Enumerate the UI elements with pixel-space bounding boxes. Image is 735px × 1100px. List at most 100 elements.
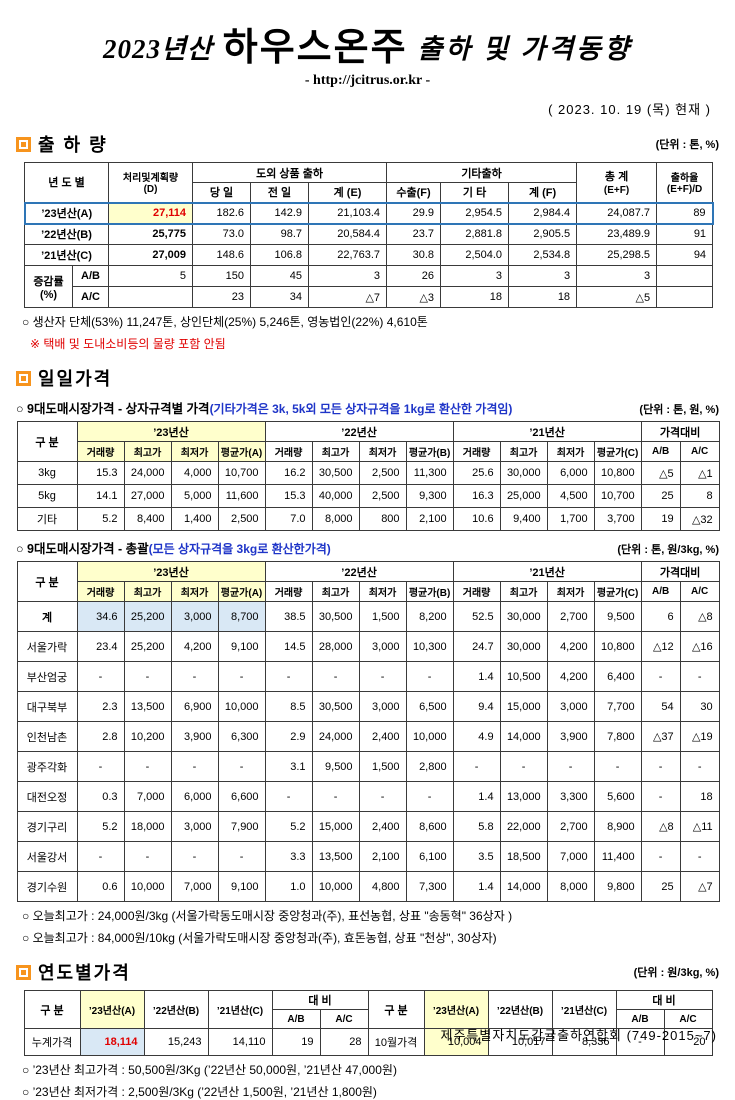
table-cell: 10.6 bbox=[452, 507, 501, 531]
table-cell: 9.4 bbox=[452, 691, 501, 722]
col-header-avg-c: 평균가(C) bbox=[593, 581, 642, 602]
table-cell: 30,500 bbox=[311, 691, 360, 722]
table-cell: △32 bbox=[679, 507, 720, 531]
section-yearly-price-header: 연도별가격 (단위 : 원/3kg, %) bbox=[16, 959, 719, 985]
table-cell: 9,400 bbox=[499, 507, 548, 531]
table-cell: 25,775 bbox=[108, 223, 194, 245]
col-header-gubun: 구 분 bbox=[16, 421, 78, 462]
header-row: 거래량 최고가 최저가 평균가(A) 거래량 최고가 최저가 평균가(B) 거래… bbox=[17, 581, 720, 602]
col-header-low: 최저가 bbox=[546, 581, 595, 602]
table-cell: 24,000 bbox=[311, 721, 360, 752]
col-group-outbound: 도외 상품 출하 bbox=[192, 162, 388, 183]
table-cell: 3.5 bbox=[452, 841, 501, 872]
row-sublabel: A/B bbox=[71, 265, 110, 287]
table-cell: 6 bbox=[640, 601, 681, 632]
table-cell: 3,000 bbox=[358, 691, 407, 722]
exclusion-note: ※ 택배 및 도내소비등의 물량 포함 안됨 bbox=[30, 337, 226, 351]
table-cell: 7,700 bbox=[593, 691, 642, 722]
col-group-2022: ’22년산 bbox=[264, 421, 454, 442]
col-header-avg-a: 평균가(A) bbox=[217, 441, 266, 462]
col-header-qty: 거래량 bbox=[76, 441, 125, 462]
col-header-low: 최저가 bbox=[358, 441, 407, 462]
row-label: ’22년산(B) bbox=[23, 223, 110, 245]
table-cell: 8,600 bbox=[405, 811, 454, 842]
table-cell: 23.4 bbox=[76, 631, 125, 662]
table-cell: 3,700 bbox=[593, 507, 642, 531]
row-label-text: (%) bbox=[39, 288, 58, 301]
table-cell: 8,000 bbox=[546, 871, 595, 902]
table-cell: △5 bbox=[576, 286, 658, 308]
table-cell: - bbox=[264, 661, 313, 692]
col-header-gubun: 구 분 bbox=[367, 990, 425, 1029]
table-cell: △1 bbox=[679, 461, 720, 485]
col-header-high: 최고가 bbox=[499, 441, 548, 462]
table-cell: 14.1 bbox=[76, 484, 125, 508]
season-high-note: ○ ’23년산 최고가격 : 50,500원/3Kg (’22년산 50,000… bbox=[22, 1063, 397, 1077]
section-shipment-header: 출 하 량 (단위 : 톤, %) bbox=[16, 131, 719, 157]
table-cell: △19 bbox=[679, 721, 720, 752]
table-cell: - bbox=[170, 661, 219, 692]
table-cell: 3 bbox=[308, 265, 388, 287]
col-group-ratio: 가격대비 bbox=[640, 561, 720, 582]
col-group-2022: ’22년산 bbox=[264, 561, 454, 582]
table-cell: △16 bbox=[679, 631, 720, 662]
table-cell: 1.4 bbox=[452, 871, 501, 902]
table-cell: 10,200 bbox=[123, 721, 172, 752]
table-cell: 7.0 bbox=[264, 507, 313, 531]
table-cell: - bbox=[217, 751, 266, 782]
table-cell: 13,500 bbox=[123, 691, 172, 722]
col-header-sum-e: 계 (E) bbox=[308, 182, 388, 203]
col-header-low: 최저가 bbox=[170, 581, 219, 602]
table-row: 부산엄궁 - - - - - - - -1.4 10,500 4,200 6,400- - bbox=[16, 661, 720, 692]
table-cell: 2,400 bbox=[358, 721, 407, 752]
header-row: 구 분 ’23년산 ’22년산 ’21년산 가격대비 bbox=[16, 421, 720, 462]
table-cell: 4,000 bbox=[170, 461, 219, 485]
table-cell: 5,000 bbox=[170, 484, 219, 508]
table-cell: 9,800 bbox=[593, 871, 642, 902]
table-row-yearly: 누계가격 18,114 15,243 14,110 19 28 10월가격 10… bbox=[23, 1028, 713, 1056]
table-cell: 14,000 bbox=[499, 721, 548, 752]
col-header-avg-b: 평균가(B) bbox=[405, 581, 454, 602]
table-cell: 25.6 bbox=[452, 461, 501, 485]
table-cell: - bbox=[123, 841, 172, 872]
table-cell: - bbox=[640, 841, 681, 872]
table-cell: 24.7 bbox=[452, 631, 501, 662]
table-cell: 2,500 bbox=[358, 484, 407, 508]
table-cell: 4,200 bbox=[546, 631, 595, 662]
table-row: 3kg 15.3 24,000 4,000 10,700 16.2 30,500 2,500 1… bbox=[16, 461, 720, 485]
yearly-price-table: 구 분 ’23년산(A) ’22년산(B) ’21년산(C) 대 비 구 분 ’… bbox=[23, 990, 713, 1056]
season-low-note: ○ ’23년산 최저가격 : 2,500원/3Kg (’22년산 1,500원,… bbox=[22, 1085, 377, 1099]
table-cell: 25 bbox=[640, 484, 681, 508]
table-cell: 7,800 bbox=[593, 721, 642, 752]
table-cell: 2.3 bbox=[76, 691, 125, 722]
subsection-overall: ○ 9대도매시장가격 - 총괄 (모든 상자규격을 3kg로 환산한가격) (단… bbox=[16, 538, 719, 557]
table-cell: 27,000 bbox=[123, 484, 172, 508]
table-cell: 3,900 bbox=[170, 721, 219, 752]
title-suffix: 출하 및 가격동향 bbox=[417, 34, 632, 64]
table-cell: 0.6 bbox=[76, 871, 125, 902]
col-header-text: 총 계 bbox=[604, 171, 629, 184]
table-cell: 5.8 bbox=[452, 811, 501, 842]
unit-label: (단위 : 톤, 원/3kg, %) bbox=[617, 544, 719, 556]
row-label: 경기구리 bbox=[16, 811, 78, 842]
table-cell: 52.5 bbox=[452, 601, 501, 632]
as-of-date: ( 2023. 10. 19 (목) 현재 ) bbox=[548, 102, 711, 117]
table-cell: - bbox=[546, 751, 595, 782]
table-cell: 24,000 bbox=[123, 461, 172, 485]
table-cell: 3,300 bbox=[546, 781, 595, 812]
table-cell: 3 bbox=[440, 265, 510, 287]
table-cell: 4,200 bbox=[170, 631, 219, 662]
table-cell: 23,489.9 bbox=[576, 223, 658, 245]
table-cell: 8,900 bbox=[593, 811, 642, 842]
table-cell: 20,584.4 bbox=[308, 223, 388, 245]
table-cell: - bbox=[615, 1028, 665, 1056]
table-cell: 98.7 bbox=[250, 223, 310, 245]
table-cell: 1,400 bbox=[170, 507, 219, 531]
col-header-text: (E+F) bbox=[603, 185, 630, 197]
table-row: 대구북부 2.3 13,500 6,900 10,000 8.5 30,500 3,000 6,… bbox=[16, 691, 720, 722]
table-cell: - bbox=[123, 661, 172, 692]
row-label: 광주각화 bbox=[16, 751, 78, 782]
subsection-note: (모든 상자규격을 3kg로 환산한가격) bbox=[148, 542, 331, 556]
table-cell: △37 bbox=[640, 721, 681, 752]
table-cell: - bbox=[170, 841, 219, 872]
